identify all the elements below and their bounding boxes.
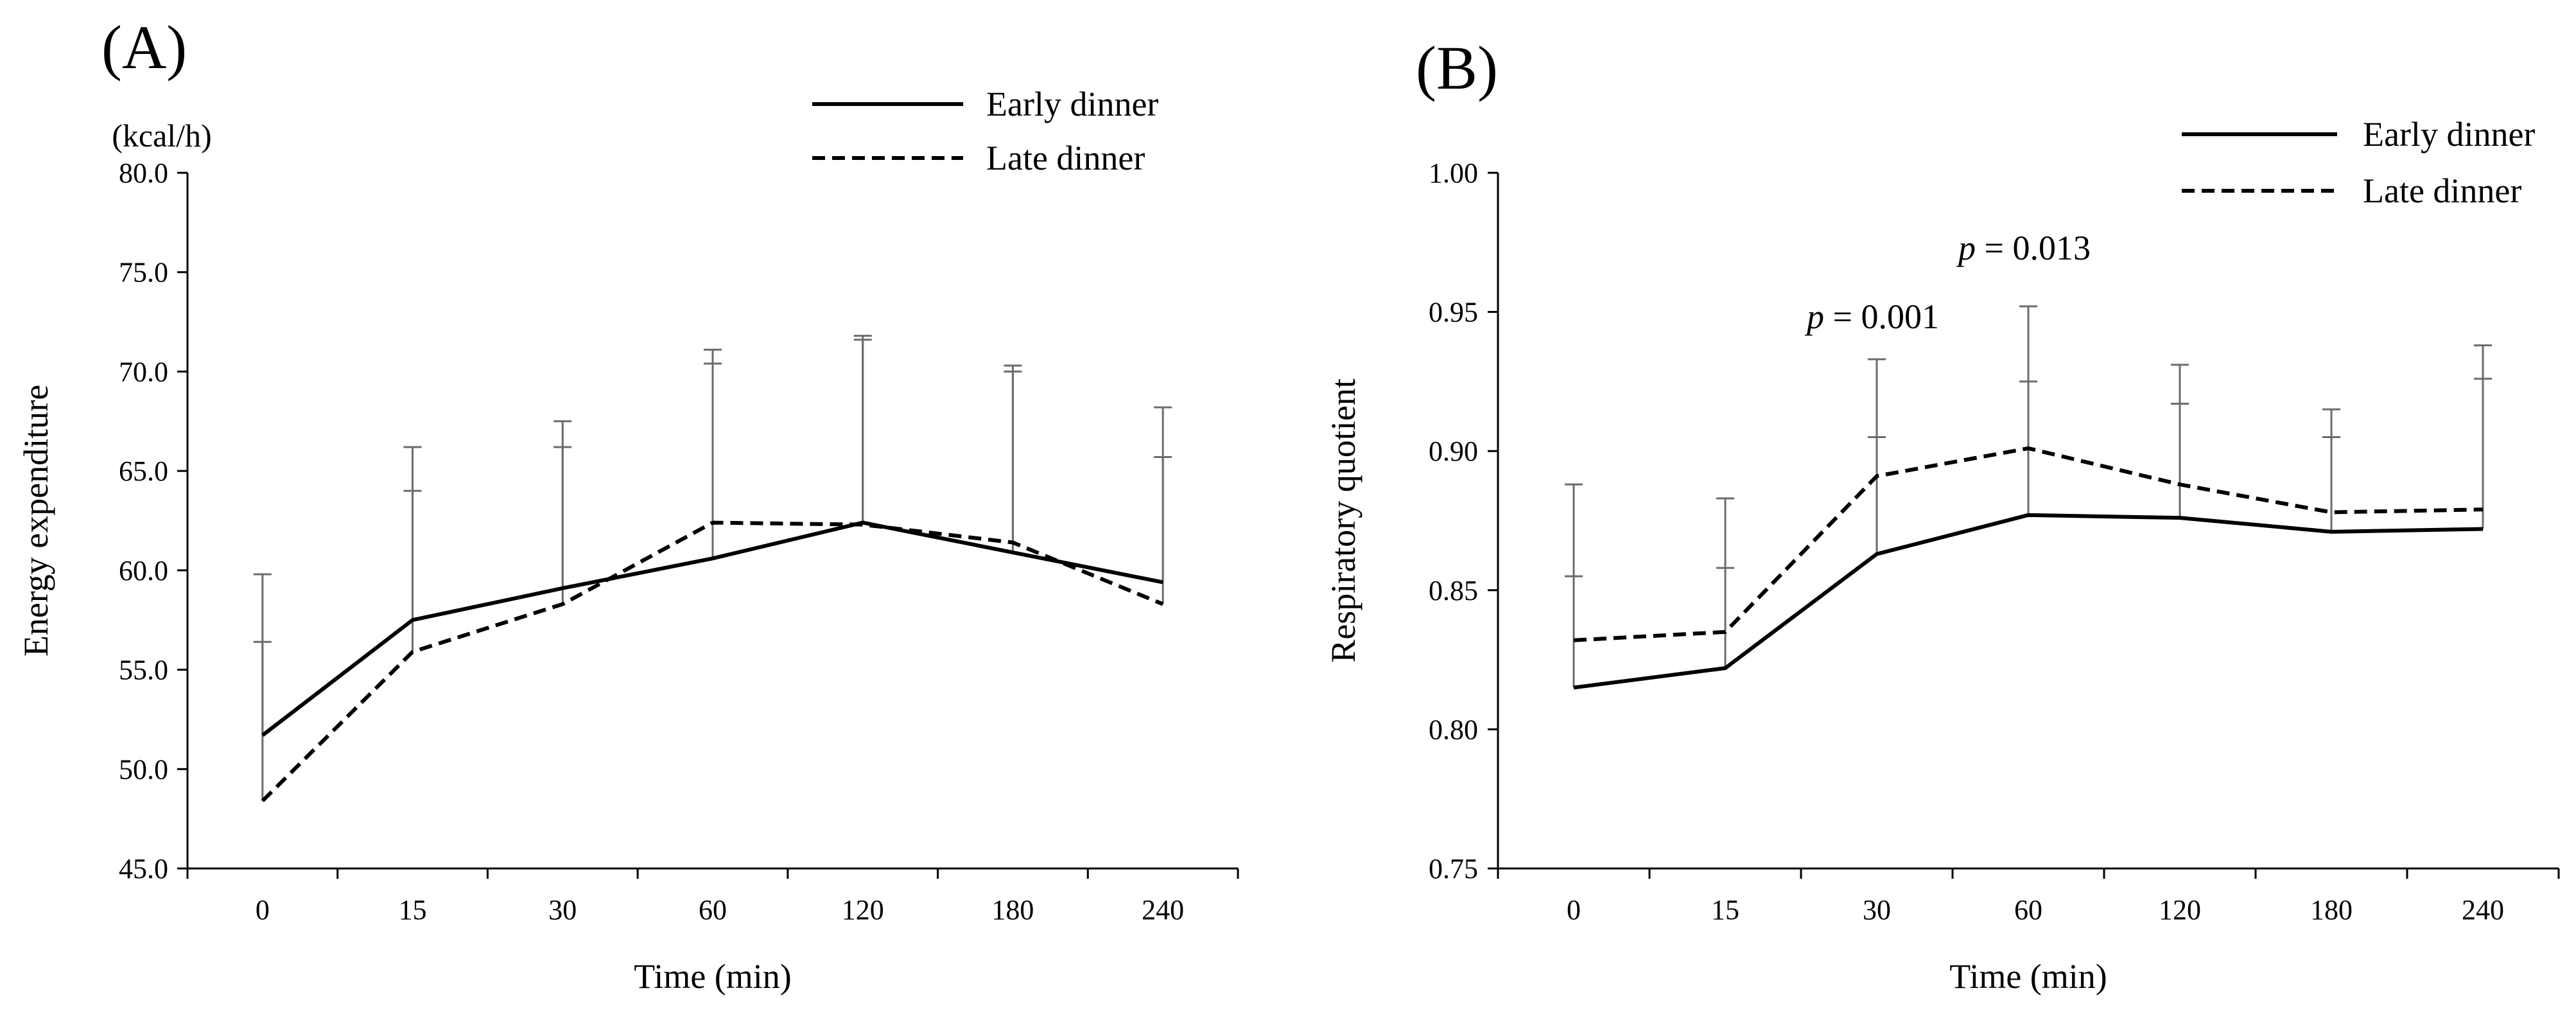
- y-tick-label: 1.00: [1429, 157, 1478, 189]
- p-value-symbol: p: [1956, 229, 1976, 267]
- legend-label: Early dinner: [2363, 115, 2535, 154]
- x-tick-label: 15: [1711, 894, 1739, 926]
- x-axis-label: Time (min): [634, 957, 792, 996]
- p-value-symbol: p: [1804, 297, 1824, 336]
- series-line-late-dinner: [1573, 446, 2484, 642]
- y-tick-label: 45.0: [119, 853, 168, 885]
- panel-letter: (B): [1416, 33, 1498, 102]
- y-tick-label: 60.0: [119, 555, 168, 586]
- legend-label: Late dinner: [2363, 172, 2521, 210]
- x-tick-label: 60: [2014, 894, 2042, 926]
- p-value-annotation: p = 0.013: [1956, 229, 2091, 267]
- y-tick-label: 0.85: [1429, 575, 1478, 606]
- x-tick-label: 240: [2462, 894, 2504, 926]
- x-tick-label: 240: [1142, 894, 1184, 926]
- legend: Early dinner Late dinner: [2182, 115, 2535, 210]
- y-tick-label: 0.75: [1429, 853, 1478, 885]
- y-tick-label: 75.0: [119, 257, 168, 288]
- y-tick-label: 55.0: [119, 655, 168, 686]
- series-line-early-dinner: [1573, 513, 2484, 690]
- panel-a: (A) (kcal/h) 45.0 50.0 55.0 60.0 65.0 70.0 75.0 8…: [17, 13, 1239, 996]
- x-tick-label: 0: [1567, 894, 1581, 926]
- y-tick-label: 0.90: [1429, 436, 1478, 467]
- legend-label: Early dinner: [986, 85, 1158, 123]
- panel-letter: (A): [101, 13, 187, 82]
- x-axis-label: Time (min): [1949, 957, 2107, 996]
- x-tick-label: 0: [256, 894, 270, 926]
- x-tick-label: 30: [1863, 894, 1891, 926]
- x-tick-label: 60: [699, 894, 727, 926]
- p-value-annotation: p = 0.001: [1804, 297, 1939, 336]
- panel-b: (B) 0.75 0.80 0.85 0.90 0.95 1.00 0 15 30 60 120 180…: [1324, 33, 2560, 996]
- series-line-late-dinner: [261, 520, 1164, 802]
- y-tick-label: 50.0: [119, 753, 168, 785]
- legend-label: Late dinner: [986, 139, 1145, 177]
- x-tick-label: 15: [399, 894, 427, 926]
- y-tick-label: 70.0: [119, 356, 168, 387]
- x-tick-label: 180: [2310, 894, 2353, 926]
- p-value-text: = 0.001: [1824, 297, 1939, 336]
- x-tick-label: 180: [991, 894, 1034, 926]
- y-tick-label: 80.0: [119, 157, 168, 189]
- y-axis-label: Respiratory quotient: [1324, 378, 1362, 662]
- y-tick-label: 65.0: [119, 455, 168, 487]
- x-tick-label: 30: [548, 894, 577, 926]
- x-tick-label: 120: [842, 894, 884, 926]
- p-value-text: = 0.013: [1976, 229, 2091, 267]
- legend: Early dinner Late dinner: [812, 85, 1158, 177]
- x-tick-label: 120: [2159, 894, 2201, 926]
- y-axis-label: Energy expenditure: [17, 385, 55, 656]
- y-tick-label: 0.95: [1429, 297, 1478, 328]
- y-tick-label: 0.80: [1429, 714, 1478, 745]
- y-unit-label: (kcal/h): [112, 118, 211, 154]
- series-line-early-dinner: [261, 520, 1163, 737]
